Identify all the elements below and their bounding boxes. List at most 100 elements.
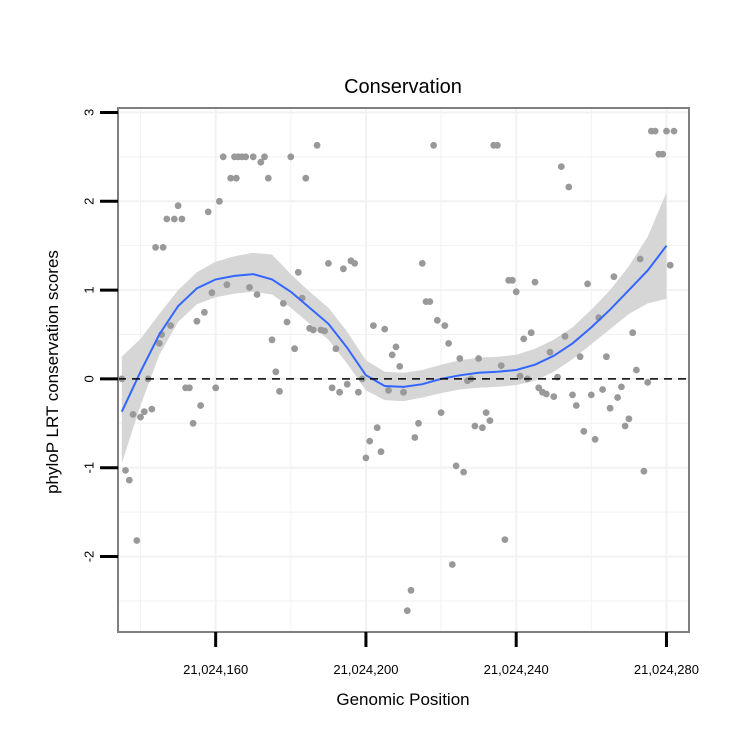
data-point	[629, 329, 637, 337]
data-point	[170, 215, 178, 223]
data-point	[618, 383, 625, 391]
data-point	[287, 153, 295, 161]
data-point	[569, 391, 576, 399]
data-point	[355, 388, 362, 396]
data-point	[501, 536, 509, 543]
data-point	[520, 335, 528, 343]
data-point	[186, 384, 193, 392]
data-point	[531, 278, 539, 286]
data-point	[309, 326, 317, 334]
data-point	[253, 291, 261, 298]
data-point	[232, 174, 240, 182]
data-point	[328, 384, 336, 392]
data-point	[418, 260, 426, 267]
data-point	[294, 268, 302, 276]
data-point	[550, 393, 558, 400]
y-tick-label: -1	[82, 462, 97, 474]
data-point	[610, 273, 618, 281]
data-point	[208, 289, 216, 297]
data-point	[621, 422, 629, 430]
data-point	[381, 325, 389, 333]
data-point	[313, 141, 321, 149]
data-point	[392, 343, 400, 351]
data-point	[122, 467, 129, 474]
data-point	[561, 332, 569, 340]
data-point	[456, 355, 464, 362]
data-point	[666, 261, 674, 269]
y-tick-label: 3	[82, 109, 97, 116]
data-point	[321, 327, 328, 335]
data-point	[415, 419, 422, 427]
data-point	[584, 280, 591, 288]
data-point	[433, 316, 441, 324]
data-point	[257, 158, 265, 166]
data-point	[155, 340, 163, 347]
plot-border	[117, 107, 690, 633]
data-point	[448, 561, 456, 568]
data-point	[400, 388, 407, 396]
data-point	[193, 317, 201, 325]
data-point	[576, 353, 584, 361]
data-point	[663, 127, 670, 135]
data-point	[445, 340, 452, 347]
smooth-fit-line	[120, 245, 668, 413]
data-point	[167, 322, 175, 329]
x-axis-label: Genomic Position	[336, 690, 469, 709]
data-point	[163, 215, 171, 223]
confidence-band	[121, 192, 667, 464]
data-point	[441, 322, 449, 329]
data-point	[636, 255, 644, 263]
data-point	[430, 141, 437, 149]
data-point	[591, 435, 599, 443]
data-point	[174, 202, 182, 210]
data-point	[129, 411, 137, 418]
data-point	[565, 183, 573, 191]
data-point	[497, 362, 505, 369]
data-point	[614, 394, 621, 401]
data-point	[403, 607, 411, 615]
data-point	[452, 462, 460, 470]
data-point	[133, 537, 141, 544]
data-point	[644, 379, 652, 386]
data-point	[542, 390, 550, 398]
y-tick-label: 0	[82, 375, 97, 382]
y-tick-label: -2	[82, 551, 97, 563]
data-point	[332, 345, 340, 353]
data-point	[249, 153, 257, 161]
data-point	[340, 265, 347, 273]
data-point	[509, 276, 516, 284]
data-point	[482, 409, 490, 416]
data-point	[603, 353, 610, 361]
data-point	[291, 345, 298, 353]
plot-panel	[118, 108, 689, 632]
data-point	[486, 417, 494, 424]
data-point	[343, 380, 351, 388]
data-point	[212, 384, 220, 392]
data-point	[396, 363, 404, 370]
data-point	[362, 454, 370, 462]
data-point	[651, 127, 659, 135]
data-point	[272, 368, 280, 376]
data-point	[407, 586, 415, 594]
data-point	[159, 244, 167, 251]
data-point	[351, 260, 359, 267]
data-point	[599, 386, 606, 393]
x-tick-label: 21,024,280	[634, 662, 699, 677]
data-point	[471, 422, 479, 430]
data-point	[201, 308, 208, 316]
data-point	[276, 387, 283, 395]
data-point	[512, 288, 520, 296]
data-point	[385, 387, 392, 394]
data-point	[546, 348, 554, 356]
data-point	[223, 281, 231, 289]
data-point	[659, 150, 667, 158]
data-point	[475, 355, 482, 362]
data-point	[178, 215, 186, 223]
data-point	[640, 467, 648, 475]
data-point	[137, 413, 144, 421]
data-point	[633, 366, 640, 374]
data-point	[460, 468, 467, 476]
data-point	[426, 298, 434, 305]
data-point	[336, 388, 343, 396]
